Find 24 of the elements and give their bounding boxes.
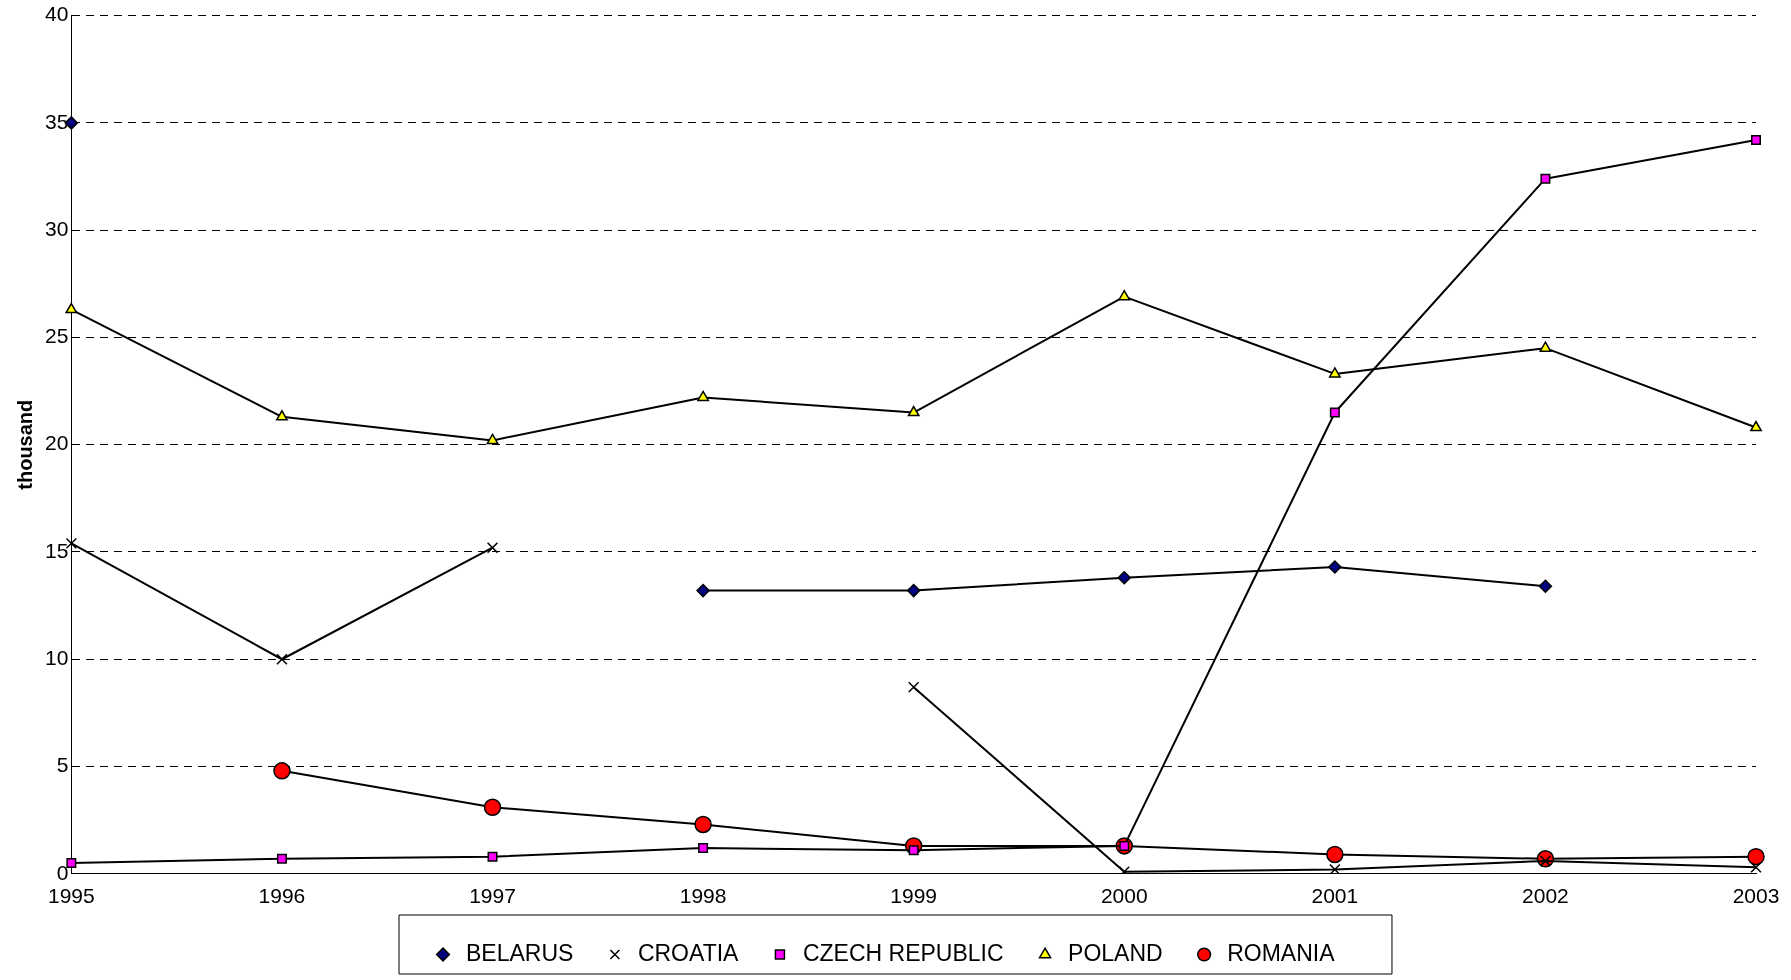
y-tick-label: 20	[45, 431, 69, 455]
legend-label: CZECH REPUBLIC	[802, 939, 1004, 966]
y-tick-label: 30	[45, 216, 69, 240]
y-axis-title: thousand	[13, 399, 36, 490]
y-tick-label: 5	[56, 753, 69, 777]
x-tick-label: 1998	[679, 884, 727, 908]
y-tick-label: 0	[56, 860, 69, 884]
x-tick-label: 2001	[1311, 884, 1359, 908]
legend-label: BELARUS	[466, 939, 574, 966]
y-tick-label: 40	[45, 2, 69, 26]
legend-label: ROMANIA	[1227, 939, 1336, 966]
y-tick-label: 10	[45, 646, 69, 670]
legend-label: POLAND	[1068, 939, 1163, 966]
x-tick-label: 1995	[48, 884, 95, 908]
x-tick-label: 2002	[1522, 884, 1569, 908]
x-tick-label: 2003	[1732, 884, 1780, 908]
y-tick-label: 35	[45, 109, 69, 133]
x-tick-label: 1997	[469, 884, 516, 908]
y-tick-label: 25	[45, 324, 69, 348]
x-tick-label: 1999	[890, 884, 938, 908]
y-tick-label: 15	[45, 538, 69, 562]
x-tick-label: 2000	[1100, 884, 1148, 908]
legend-label: CROATIA	[637, 939, 740, 966]
x-tick-label: 1996	[258, 884, 306, 908]
